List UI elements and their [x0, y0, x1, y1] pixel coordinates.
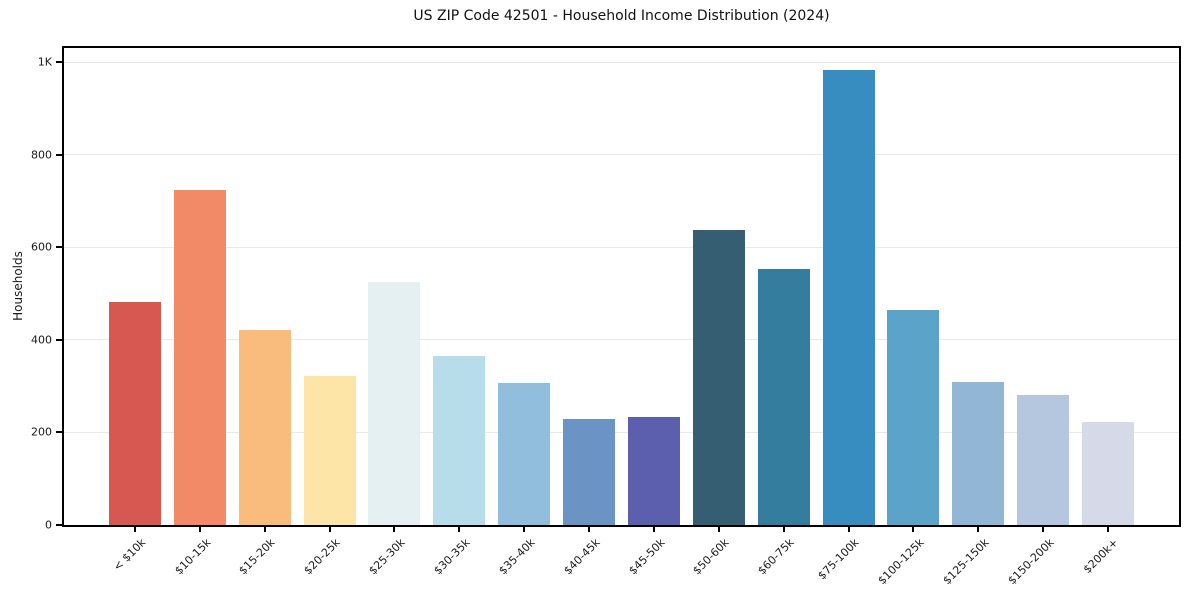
x-tick-mark — [393, 527, 396, 532]
x-tick-label: < $10k — [110, 536, 149, 574]
bar-$25-30k — [368, 282, 421, 525]
x-tick-mark — [782, 527, 785, 532]
x-tick-mark — [588, 527, 591, 532]
x-tick-label: $150-200k — [1005, 536, 1057, 588]
x-tick-mark — [717, 527, 720, 532]
x-tick-mark — [458, 527, 461, 532]
bar-$60-75k — [757, 268, 810, 525]
gridline — [64, 339, 1179, 341]
x-tick-label: $40-45k — [560, 536, 603, 578]
y-tick-label: 0 — [45, 518, 52, 532]
bar-$10-15k — [173, 189, 226, 525]
plot-area — [62, 46, 1181, 527]
gridline — [64, 154, 1179, 156]
x-tick-mark — [652, 527, 655, 532]
x-tick-label: $50-60k — [690, 536, 732, 578]
bar-< $10k — [109, 302, 161, 525]
x-tick-mark — [977, 527, 980, 532]
y-tick-mark — [56, 524, 62, 526]
y-axis: 0 200 400 600 800 1K — [0, 46, 62, 532]
y-tick-mark — [56, 246, 62, 249]
x-tick-mark — [328, 527, 331, 532]
gridline — [64, 431, 1179, 433]
bar-$20-25k — [303, 376, 356, 525]
x-tick-label: $10-15k — [171, 536, 214, 578]
x-tick-label: $75-100k — [815, 536, 862, 583]
y-tick-label: 600 — [31, 240, 52, 254]
x-tick-label: $20-25k — [301, 536, 343, 578]
bar-$45-50k — [627, 416, 680, 525]
y-tick-mark — [56, 338, 62, 341]
x-tick-mark — [912, 527, 915, 532]
gridline — [64, 246, 1179, 248]
x-tick-label: $35-40k — [496, 536, 538, 578]
x-tick-mark — [847, 527, 850, 532]
x-tick-label: $30-35k — [431, 536, 473, 578]
y-tick-label: 200 — [31, 425, 52, 439]
x-tick-mark — [523, 527, 526, 532]
x-tick-label: $60-75k — [755, 536, 797, 578]
x-tick-label: $15-20k — [236, 536, 278, 578]
y-tick-label: 400 — [31, 333, 52, 347]
bar-$40-45k — [563, 419, 616, 525]
x-tick-mark — [263, 527, 266, 532]
x-tick-label: $100-125k — [875, 536, 927, 588]
x-tick-mark — [198, 527, 201, 532]
x-tick-label: $125-150k — [940, 536, 992, 588]
x-tick-mark — [1042, 527, 1045, 532]
y-tick-label: 1K — [37, 55, 52, 69]
x-tick-label: $200k+ — [1081, 536, 1122, 577]
bar-$125-150k — [952, 382, 1005, 525]
x-tick-mark — [1107, 527, 1109, 532]
x-axis: < $10k $10-15k $15-20k $20-25k $25-30k $30-35… — [62, 527, 1181, 590]
bar-$75-100k — [822, 69, 875, 525]
bar-$150-200k — [1017, 395, 1070, 525]
bar-$200k+ — [1082, 421, 1134, 525]
bar-$35-40k — [498, 382, 551, 525]
chart-title: US ZIP Code 42501 - Household Income Dis… — [413, 8, 830, 24]
x-tick-mark — [134, 527, 136, 532]
gridline — [64, 61, 1179, 63]
bar-$50-60k — [692, 229, 745, 525]
bar-$100-125k — [887, 309, 940, 525]
y-tick-mark — [56, 153, 62, 156]
y-tick-mark — [56, 431, 62, 434]
x-tick-label: $25-30k — [366, 536, 408, 578]
bar-$30-35k — [433, 356, 486, 525]
y-tick-label: 800 — [31, 148, 52, 162]
bar-$15-20k — [238, 330, 291, 525]
x-tick-label: $45-50k — [625, 536, 668, 578]
y-tick-mark — [56, 61, 62, 64]
